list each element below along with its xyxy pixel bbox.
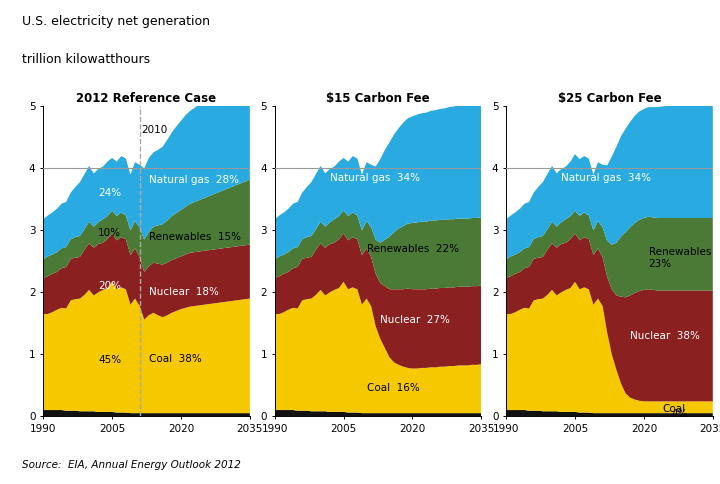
Text: 45%: 45% bbox=[98, 355, 122, 365]
Title: $15 Carbon Fee: $15 Carbon Fee bbox=[326, 92, 430, 106]
Title: $25 Carbon Fee: $25 Carbon Fee bbox=[558, 92, 661, 106]
Text: Renewables  15%: Renewables 15% bbox=[149, 231, 240, 242]
Title: 2012 Reference Case: 2012 Reference Case bbox=[76, 92, 217, 106]
Text: Coal  16%: Coal 16% bbox=[366, 383, 419, 393]
Text: Nuclear  18%: Nuclear 18% bbox=[149, 287, 219, 297]
Text: 10%: 10% bbox=[99, 228, 121, 239]
Text: Renewables  22%: Renewables 22% bbox=[366, 244, 459, 254]
Text: 4%: 4% bbox=[672, 409, 688, 419]
Text: Nuclear  38%: Nuclear 38% bbox=[630, 331, 700, 341]
Text: Nuclear  27%: Nuclear 27% bbox=[380, 315, 450, 325]
Text: 23%: 23% bbox=[649, 259, 672, 270]
Text: Natural gas  34%: Natural gas 34% bbox=[562, 173, 652, 183]
Text: Renewables: Renewables bbox=[649, 247, 711, 257]
Text: Source:  EIA, Annual Energy Outlook 2012: Source: EIA, Annual Energy Outlook 2012 bbox=[22, 460, 240, 470]
Text: Coal: Coal bbox=[662, 404, 685, 414]
Text: Natural gas  28%: Natural gas 28% bbox=[149, 175, 239, 184]
Text: Coal  38%: Coal 38% bbox=[149, 354, 202, 364]
Text: 20%: 20% bbox=[99, 281, 121, 291]
Text: trillion kilowatthours: trillion kilowatthours bbox=[22, 53, 150, 66]
Text: 24%: 24% bbox=[98, 188, 122, 198]
Text: 2010: 2010 bbox=[141, 125, 167, 135]
Text: Natural gas  34%: Natural gas 34% bbox=[330, 173, 420, 183]
Text: U.S. electricity net generation: U.S. electricity net generation bbox=[22, 15, 210, 28]
